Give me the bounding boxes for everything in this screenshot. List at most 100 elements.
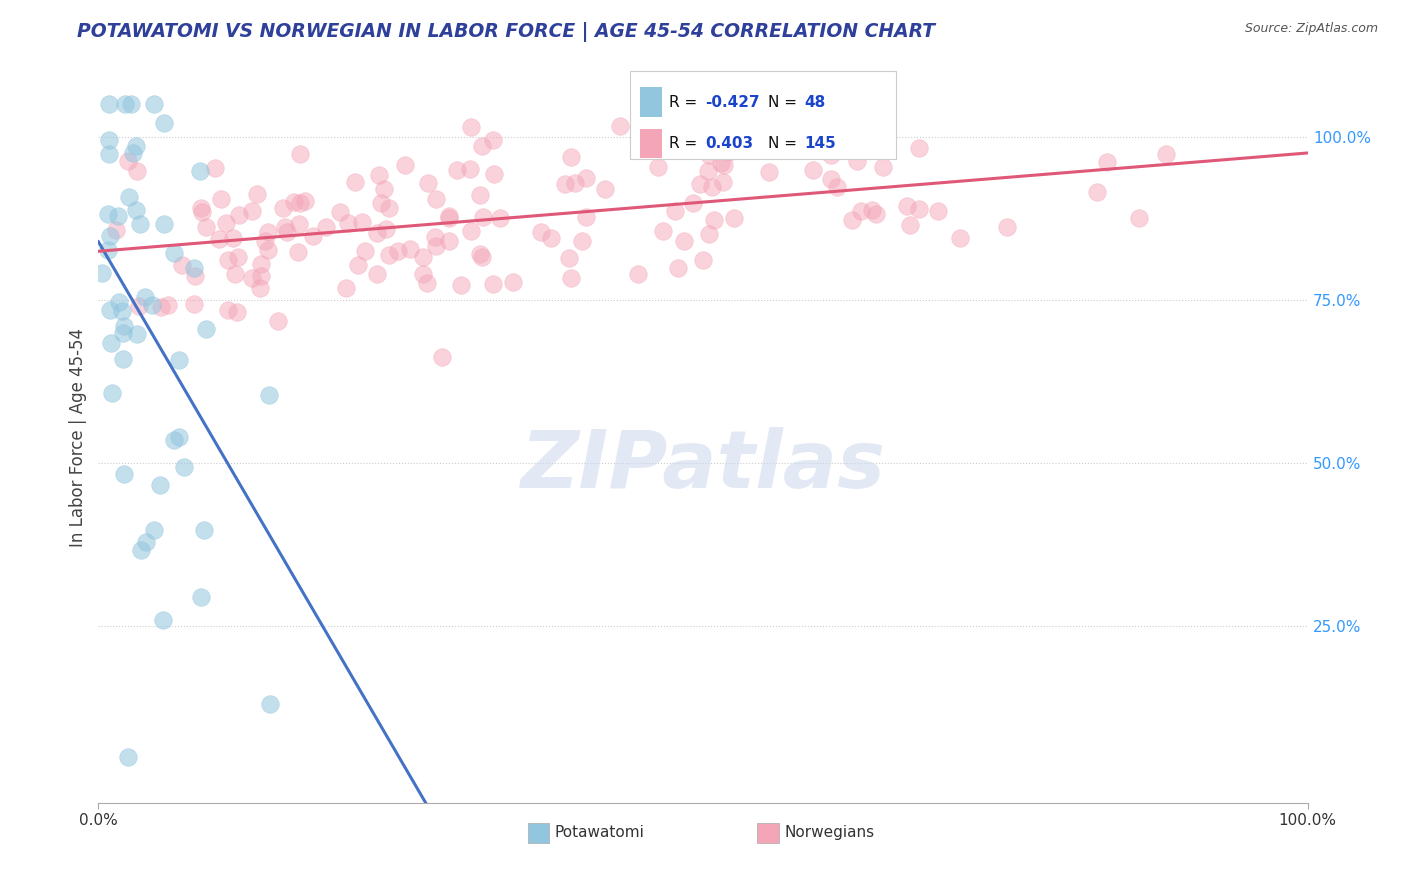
Point bbox=[375, 222, 398, 236]
Point bbox=[560, 150, 582, 164]
Point bbox=[468, 188, 491, 202]
Text: POTAWATOMI VS NORWEGIAN IN LABOR FORCE | AGE 45-54 CORRELATION CHART: POTAWATOMI VS NORWEGIAN IN LABOR FORCE |… bbox=[77, 22, 935, 42]
Point bbox=[437, 211, 460, 226]
Point bbox=[609, 119, 631, 133]
Point bbox=[149, 478, 172, 492]
Point bbox=[571, 234, 593, 248]
Point bbox=[575, 210, 598, 224]
Point bbox=[135, 535, 157, 549]
Point bbox=[489, 211, 512, 225]
Point bbox=[288, 147, 311, 161]
Point bbox=[190, 590, 212, 604]
Point bbox=[122, 145, 145, 160]
Point bbox=[425, 230, 447, 244]
Point bbox=[711, 175, 734, 189]
Point bbox=[350, 215, 373, 229]
Text: ZIPatlas: ZIPatlas bbox=[520, 427, 886, 506]
Point bbox=[574, 170, 596, 185]
Point bbox=[141, 298, 163, 312]
Point bbox=[540, 231, 562, 245]
Point bbox=[713, 158, 735, 172]
Point bbox=[163, 434, 186, 448]
Text: N =: N = bbox=[768, 95, 803, 110]
Point bbox=[194, 321, 217, 335]
Point bbox=[703, 213, 725, 227]
Point bbox=[502, 275, 524, 289]
Point bbox=[470, 247, 492, 261]
Point bbox=[294, 194, 316, 208]
Point bbox=[112, 326, 135, 340]
Text: Potawatomi: Potawatomi bbox=[554, 825, 644, 840]
Y-axis label: In Labor Force | Age 45-54: In Labor Force | Age 45-54 bbox=[69, 327, 87, 547]
Point bbox=[378, 201, 401, 215]
Point bbox=[627, 267, 650, 281]
Point bbox=[169, 352, 191, 367]
Point bbox=[430, 350, 453, 364]
Point bbox=[471, 139, 494, 153]
Point bbox=[398, 242, 420, 256]
Point bbox=[259, 697, 281, 711]
Point bbox=[335, 281, 357, 295]
Point bbox=[98, 303, 121, 318]
Point bbox=[845, 153, 868, 168]
Point bbox=[120, 97, 142, 112]
Point bbox=[460, 224, 482, 238]
Point bbox=[97, 147, 120, 161]
Point bbox=[98, 132, 121, 146]
Point bbox=[865, 207, 887, 221]
Point bbox=[188, 164, 211, 178]
Point bbox=[482, 277, 505, 291]
Point bbox=[1097, 155, 1119, 169]
Bar bbox=[640, 128, 662, 158]
Point bbox=[257, 243, 280, 257]
Point bbox=[439, 234, 461, 248]
Text: Source: ZipAtlas.com: Source: ZipAtlas.com bbox=[1244, 22, 1378, 36]
Point bbox=[825, 180, 848, 194]
Point bbox=[425, 238, 447, 252]
Point bbox=[209, 192, 232, 206]
Point bbox=[226, 250, 249, 264]
Point bbox=[302, 229, 325, 244]
Point bbox=[697, 148, 720, 162]
Point bbox=[183, 260, 205, 275]
Point bbox=[723, 211, 745, 225]
Point bbox=[337, 216, 360, 230]
Point bbox=[446, 162, 468, 177]
Point bbox=[697, 227, 720, 241]
Point bbox=[472, 210, 495, 224]
Point bbox=[224, 267, 246, 281]
Point bbox=[458, 162, 481, 177]
Point bbox=[668, 260, 690, 275]
Point bbox=[702, 180, 724, 194]
Point bbox=[765, 128, 787, 142]
Point bbox=[246, 187, 269, 202]
Point bbox=[471, 250, 494, 264]
Point bbox=[353, 244, 375, 258]
Point bbox=[117, 154, 139, 169]
Point bbox=[240, 271, 263, 285]
Point bbox=[127, 164, 149, 178]
Point bbox=[257, 225, 280, 239]
Text: -0.427: -0.427 bbox=[706, 95, 761, 110]
Point bbox=[226, 305, 249, 319]
Point bbox=[460, 120, 482, 135]
Point bbox=[125, 139, 148, 153]
Point bbox=[222, 231, 245, 245]
Point bbox=[825, 136, 848, 150]
Point bbox=[696, 163, 718, 178]
Point bbox=[898, 218, 921, 232]
Point bbox=[143, 97, 166, 112]
Point bbox=[872, 160, 894, 174]
Point bbox=[370, 195, 392, 210]
Point bbox=[215, 216, 238, 230]
Point bbox=[183, 297, 205, 311]
Point bbox=[652, 224, 675, 238]
Point bbox=[163, 246, 186, 260]
Text: 145: 145 bbox=[804, 136, 837, 151]
Point bbox=[366, 267, 388, 281]
Point bbox=[129, 217, 152, 231]
Point bbox=[97, 207, 120, 221]
Point bbox=[593, 182, 616, 196]
Point bbox=[560, 271, 582, 285]
Point bbox=[927, 203, 949, 218]
